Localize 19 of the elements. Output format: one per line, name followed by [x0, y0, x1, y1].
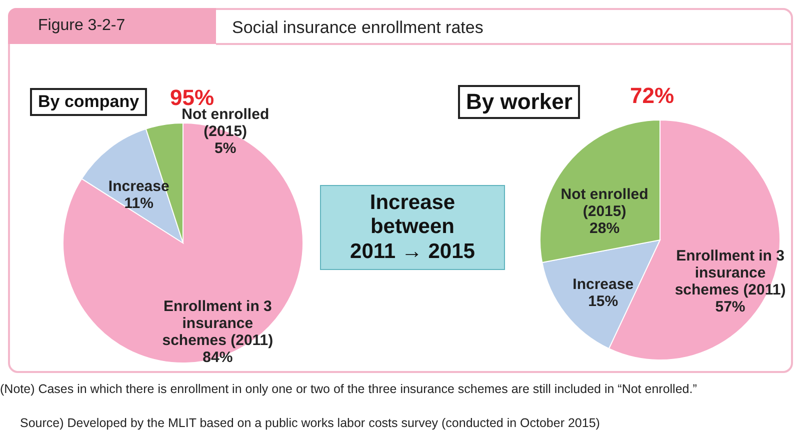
text: (Note) Cases in which there is enrollment in only one or two of the three insurance schemes are still included in “Not enrolled.”	[0, 381, 780, 398]
caption: Figure 3-2-7	[8, 8, 216, 44]
data-label: 15%	[588, 293, 618, 310]
text: Increase between 2011 → 2015	[350, 191, 475, 264]
data-label: 5%	[214, 140, 236, 157]
source-note: Source) Developed by the MLIT based on a public works labor costs survey (conducted in October 2015)	[20, 415, 780, 432]
pie-slice	[62, 122, 304, 364]
data-label: 11%	[124, 195, 154, 212]
text: Social insurance enrollment rates	[232, 18, 484, 38]
text: 72%	[630, 83, 674, 109]
data-label: 57%	[715, 298, 746, 316]
data-label: 28%	[590, 220, 620, 238]
slice-label: Increase	[572, 276, 634, 294]
slice-label: Enrollment in 3 insurance schemes (2011)	[162, 298, 274, 350]
slice-label: Enrollment in 3 insurance schemes (2011)	[674, 248, 786, 299]
chart-title: By worker	[458, 85, 580, 119]
chart-title: By company	[30, 88, 148, 116]
data-label: 84%	[202, 349, 233, 366]
slice-label: Not enrolled (2015)	[560, 186, 648, 220]
